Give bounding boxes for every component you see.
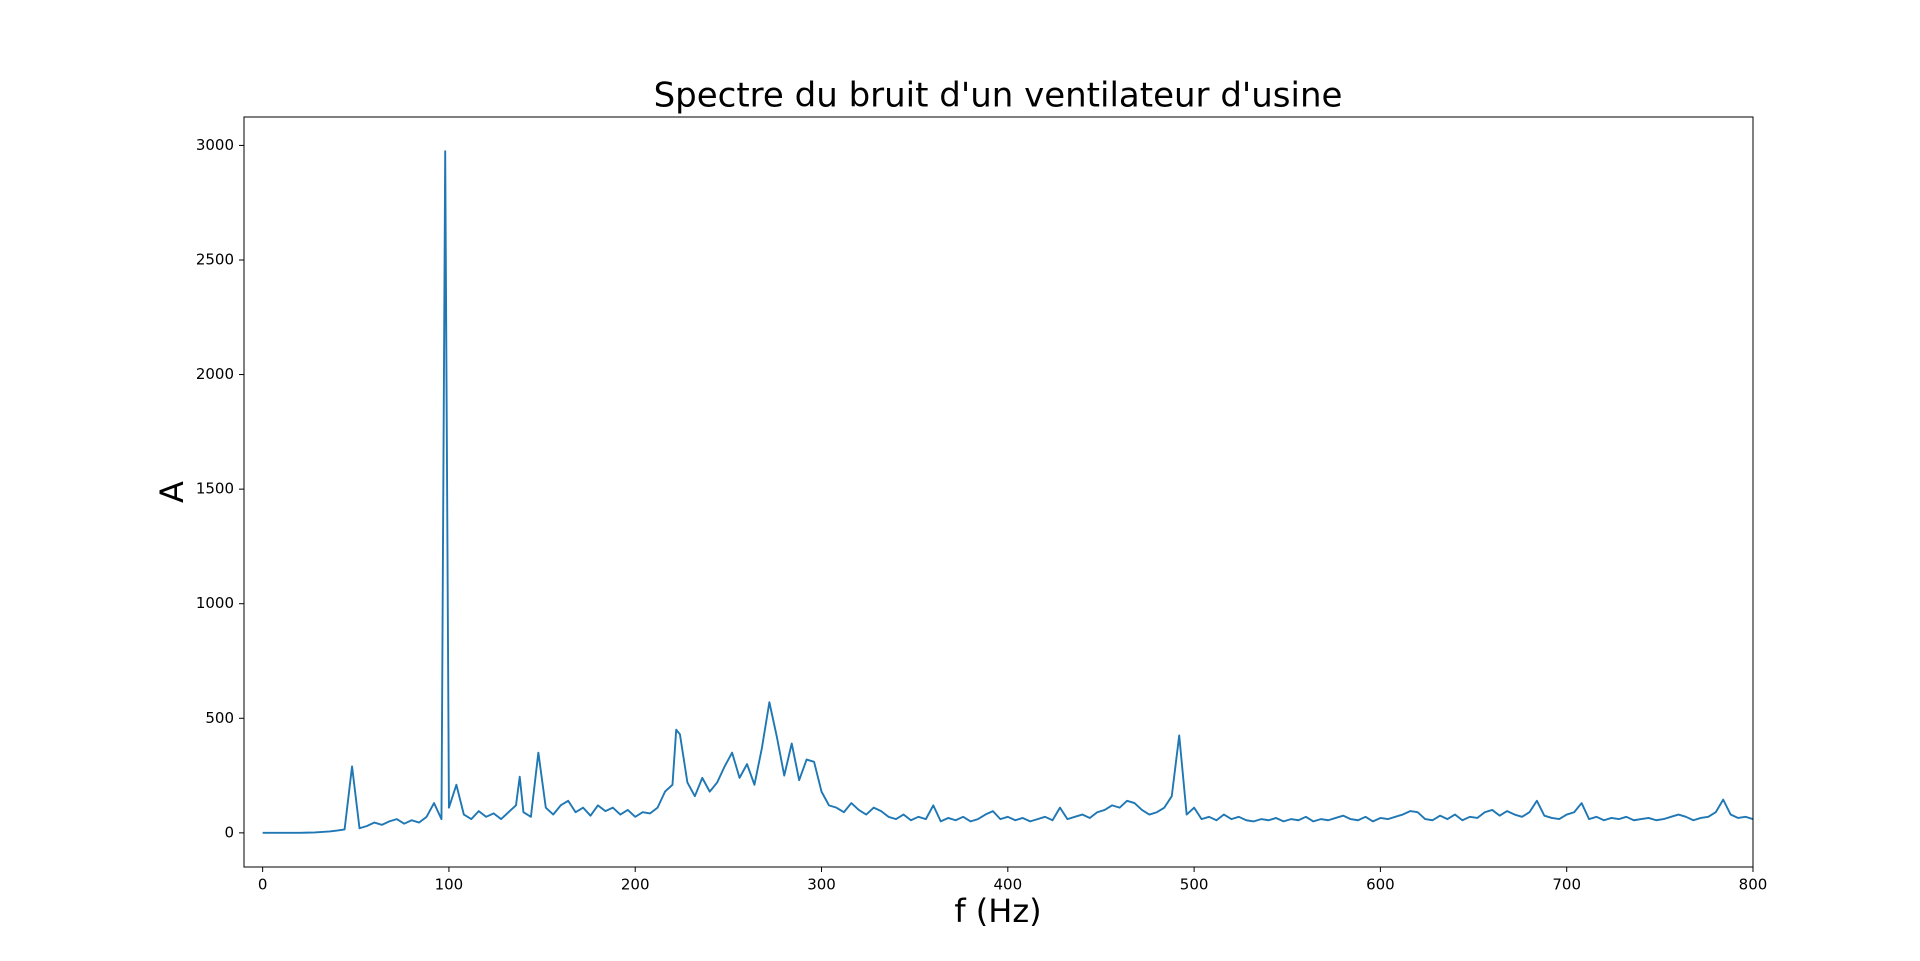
x-tick-label: 0 [258,876,268,894]
y-tick-label: 1000 [196,594,234,612]
x-tick-label: 800 [1739,876,1768,894]
y-axis-label: A [153,481,191,503]
x-tick-label: 700 [1552,876,1581,894]
y-tick-label: 0 [224,823,234,841]
y-tick-label: 2000 [196,365,234,383]
y-tick-label: 3000 [196,136,234,154]
y-tick-label: 500 [205,709,234,727]
chart-title: Spectre du bruit d'un ventilateur d'usin… [654,76,1343,116]
x-tick-label: 600 [1366,876,1395,894]
x-tick-label: 100 [435,876,464,894]
plot-frame [243,116,1754,868]
x-tick-label: 200 [621,876,650,894]
x-tick-label: 500 [1180,876,1209,894]
data-line [262,150,1754,834]
x-tick-label: 400 [993,876,1022,894]
x-tick-label: 300 [807,876,836,894]
y-tick-label: 1500 [196,480,234,498]
y-tick-label: 2500 [196,250,234,268]
x-axis-label: f (Hz) [954,892,1041,930]
